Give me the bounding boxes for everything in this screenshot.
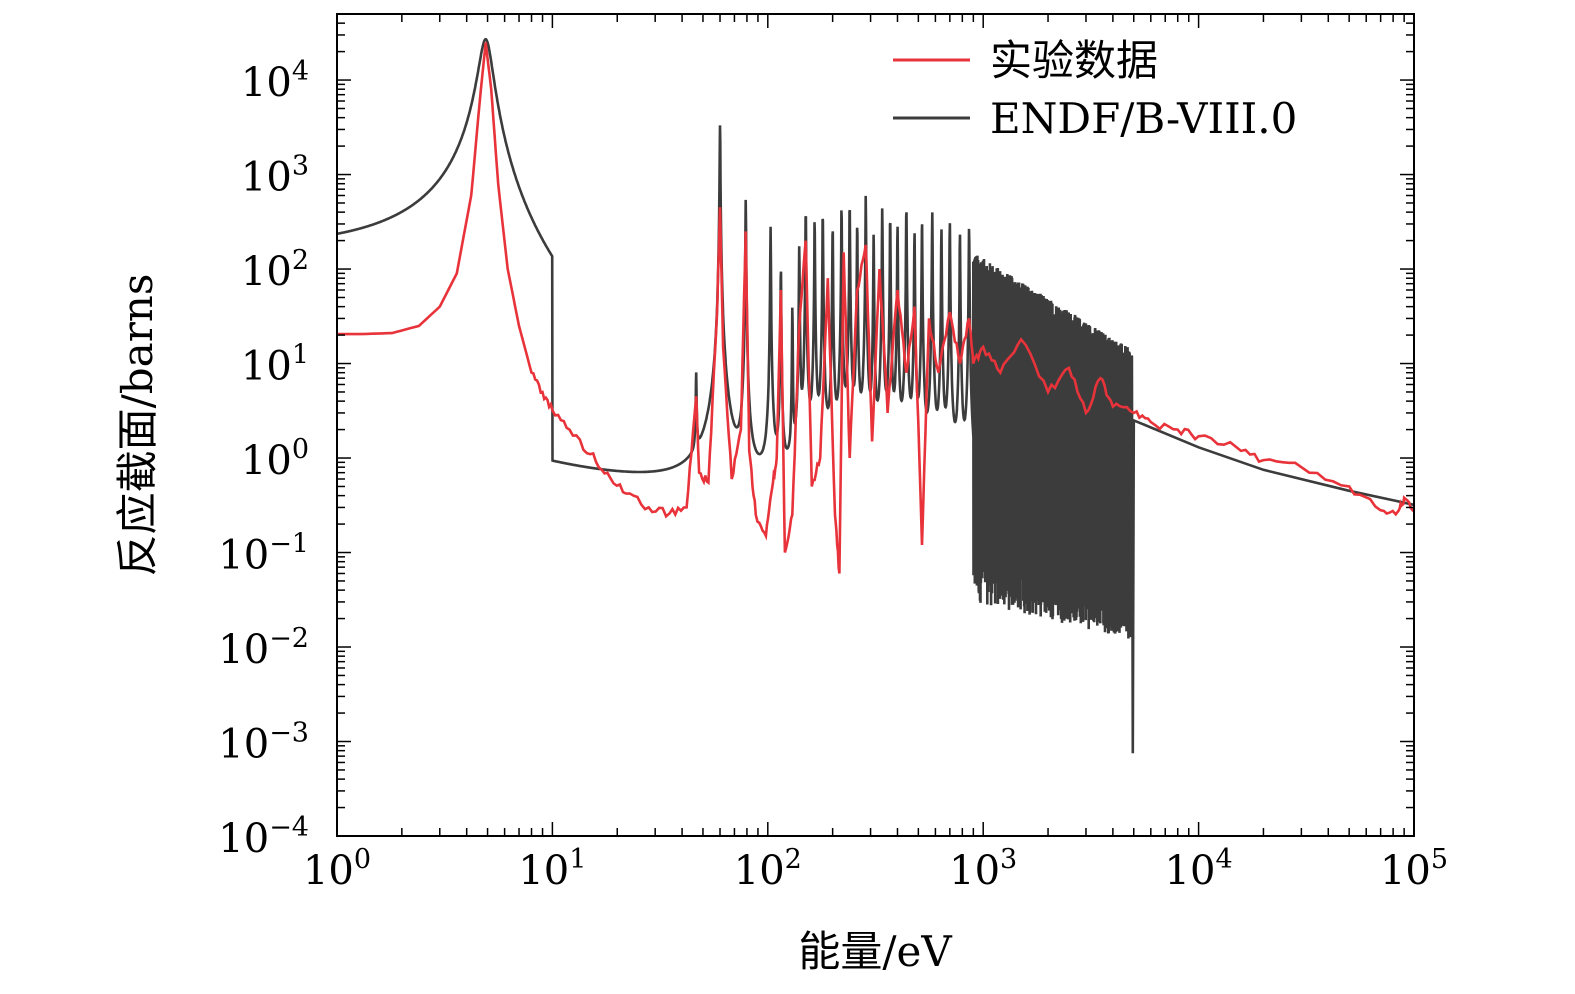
labels-layer: 100 101 102 103 104 105 10−4 10−3 10−2 10−1 100 101… bbox=[218, 56, 1448, 894]
y-axis-title: 反应截面/barns bbox=[113, 274, 162, 577]
series-line-experiment bbox=[337, 42, 1414, 574]
y-tick-label: 103 bbox=[241, 151, 309, 201]
x-axis-title: 能量/eV bbox=[798, 927, 952, 976]
y-tick-label: 10−4 bbox=[218, 812, 309, 862]
x-tick-label: 105 bbox=[1380, 844, 1448, 894]
legend: 实验数据 ENDF/B-VIII.0 bbox=[893, 36, 1297, 143]
y-tick-label: 102 bbox=[241, 245, 309, 295]
y-tick-label: 10−2 bbox=[218, 623, 309, 673]
series-line-endf bbox=[337, 38, 1414, 754]
legend-label-endf: ENDF/B-VIII.0 bbox=[990, 94, 1297, 143]
y-tick-label: 10−1 bbox=[218, 529, 309, 579]
legend-label-experiment: 实验数据 bbox=[990, 36, 1158, 85]
x-tick-label: 103 bbox=[949, 844, 1017, 894]
x-tick-label: 101 bbox=[518, 844, 586, 894]
plot-frame bbox=[336, 13, 1415, 837]
x-tick-label: 102 bbox=[734, 844, 802, 894]
ticks-layer bbox=[336, 13, 1415, 837]
x-tick-label: 100 bbox=[303, 844, 371, 894]
y-tick-label: 10−3 bbox=[218, 718, 309, 768]
x-tick-label: 104 bbox=[1165, 844, 1233, 894]
y-tick-label: 100 bbox=[241, 434, 309, 484]
series-layer bbox=[337, 38, 1414, 754]
y-tick-label: 101 bbox=[241, 340, 309, 390]
y-tick-label: 104 bbox=[241, 56, 309, 106]
